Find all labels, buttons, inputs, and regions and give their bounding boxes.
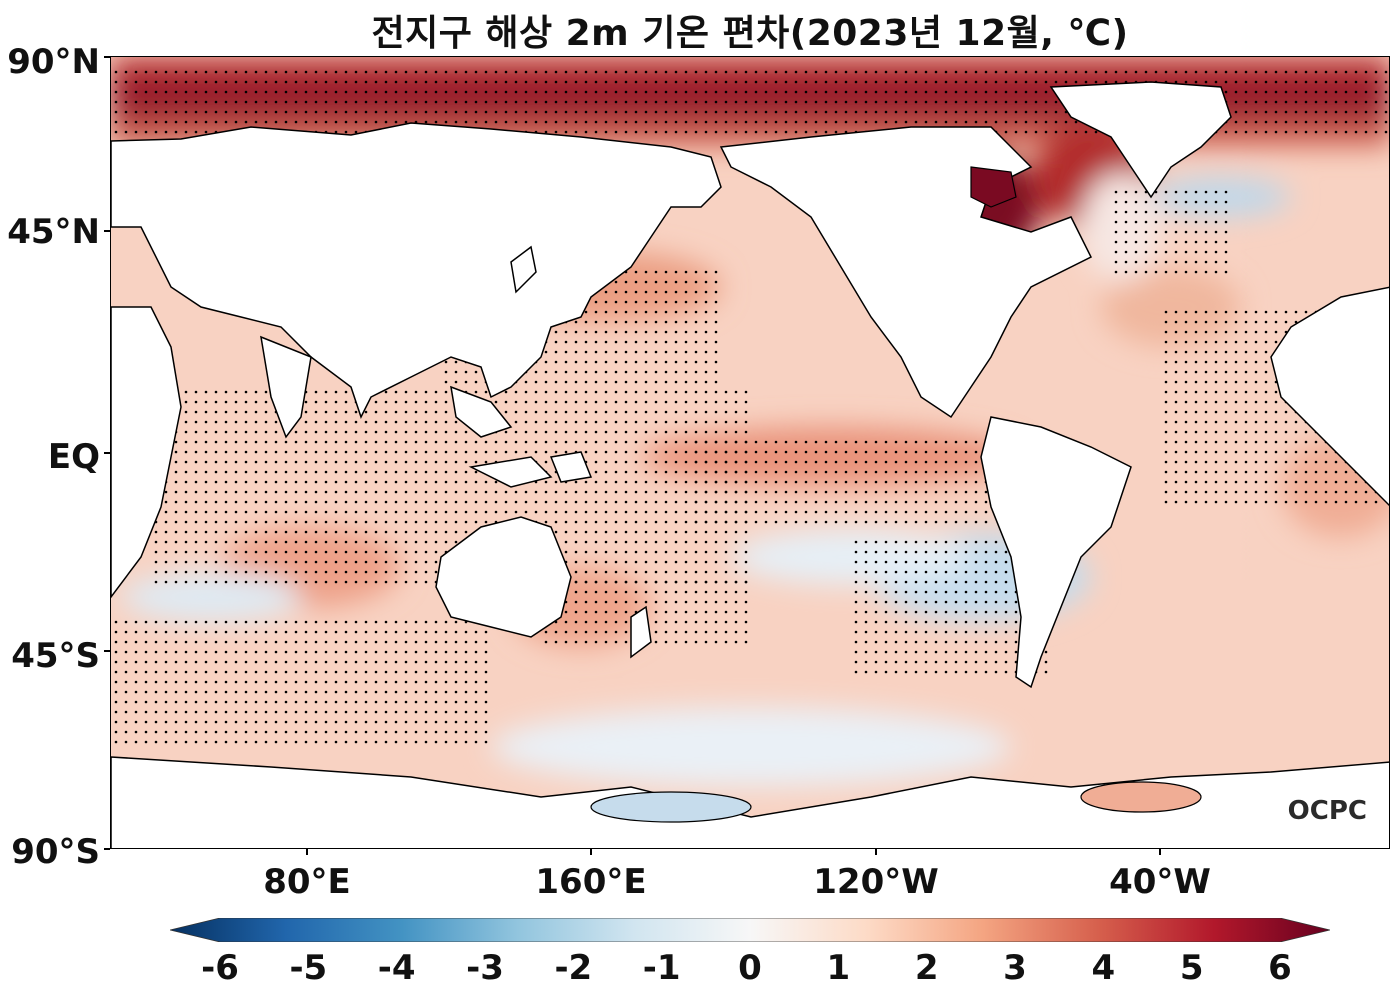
lat-tick bbox=[104, 56, 110, 58]
continents bbox=[111, 81, 1389, 848]
colorbar bbox=[170, 918, 1330, 942]
colorbar-bar bbox=[170, 918, 1330, 942]
map-title: 전지구 해상 2m 기온 편차(2023년 12월, ℃) bbox=[371, 13, 1129, 54]
colorbar-tick-label: 3 bbox=[1003, 948, 1027, 988]
anomaly-map: OCPC bbox=[110, 56, 1390, 849]
lon-label-40w: 40°W bbox=[1109, 862, 1211, 902]
lon-tick bbox=[306, 849, 308, 855]
colorbar-tick-label: -1 bbox=[642, 948, 681, 988]
colorbar-tick-label: -6 bbox=[201, 948, 239, 988]
anomaly-map-svg bbox=[111, 57, 1389, 848]
lat-label-45s: 45°S bbox=[11, 636, 100, 676]
lon-tick bbox=[875, 849, 877, 855]
colorbar-tick-label: -5 bbox=[289, 948, 328, 988]
colorbar-tick-label: 0 bbox=[738, 948, 762, 988]
lat-label-eq: EQ bbox=[47, 437, 100, 477]
colorbar-tick-label: 5 bbox=[1179, 948, 1204, 988]
lat-label-90s: 90°S bbox=[11, 832, 100, 872]
hudson-bay bbox=[970, 166, 1017, 208]
lat-tick bbox=[104, 848, 110, 850]
lon-label-160e: 160°E bbox=[535, 862, 647, 902]
colorbar-tick-label: 4 bbox=[1091, 948, 1116, 988]
colorbar-tick-label: -4 bbox=[377, 948, 416, 988]
lon-tick bbox=[1159, 849, 1161, 855]
colorbar-tick-label: 6 bbox=[1268, 948, 1292, 988]
colorbar-tick-label: -2 bbox=[554, 948, 593, 988]
colorbar-tick-label: 1 bbox=[826, 948, 851, 988]
lat-label-45n: 45°N bbox=[7, 212, 100, 252]
lon-label-80e: 80°E bbox=[263, 862, 351, 902]
colorbar-tick-label: -3 bbox=[466, 948, 504, 988]
weddell-sea bbox=[1080, 781, 1202, 813]
lon-tick bbox=[590, 849, 592, 855]
ocpc-logo: OCPC bbox=[1287, 796, 1367, 826]
colorbar-tick-label: 2 bbox=[914, 948, 939, 988]
lat-label-90n: 90°N bbox=[7, 42, 100, 82]
lat-tick bbox=[104, 650, 110, 652]
lat-tick bbox=[104, 452, 110, 454]
ross-sea bbox=[590, 791, 752, 823]
lon-label-120w: 120°W bbox=[813, 862, 939, 902]
lat-tick bbox=[104, 230, 110, 232]
